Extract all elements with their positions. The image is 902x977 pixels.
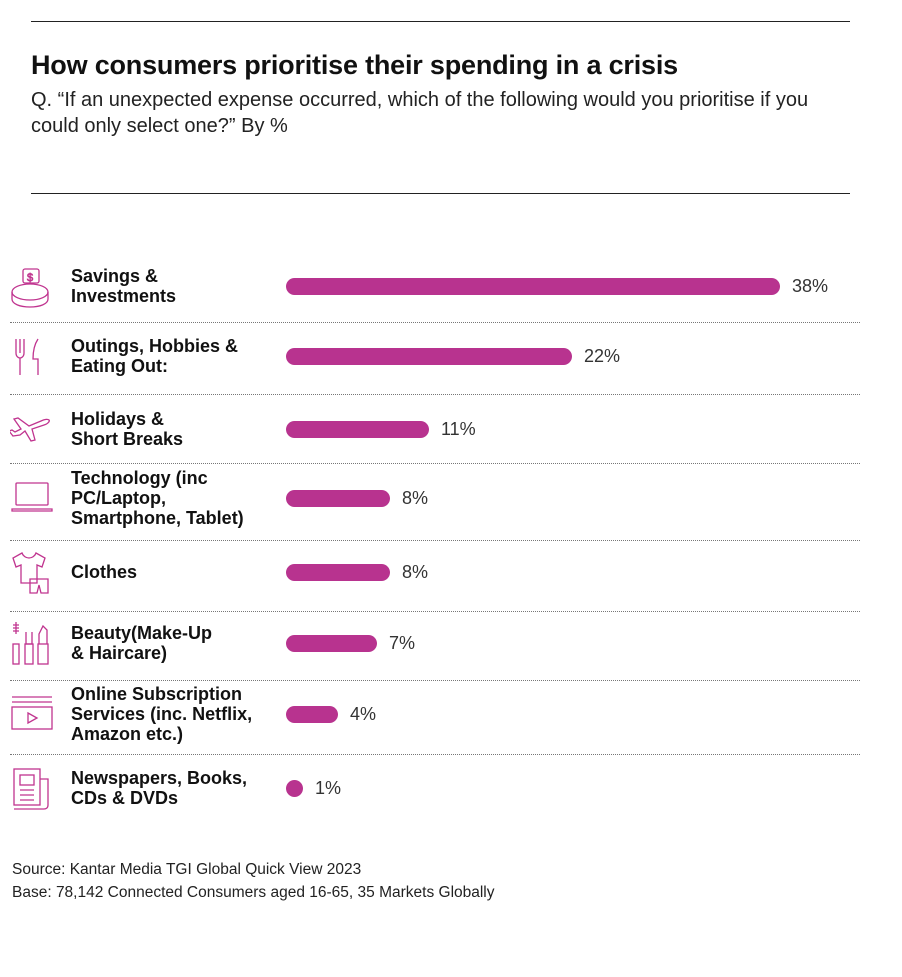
category-label: Beauty(Make-Up & Haircare) bbox=[71, 623, 286, 663]
source-note: Source: Kantar Media TGI Global Quick Vi… bbox=[12, 858, 495, 904]
bar-mark bbox=[286, 277, 780, 295]
bar-mark bbox=[286, 347, 572, 365]
category-label-line: Investments bbox=[71, 286, 177, 306]
value-label: 7% bbox=[389, 633, 416, 653]
category-label-line: Clothes bbox=[71, 562, 138, 582]
top-rule bbox=[31, 21, 850, 22]
value-label: 1% bbox=[315, 778, 342, 798]
row-divider bbox=[10, 540, 860, 541]
category-label-line: Smartphone, Tablet) bbox=[71, 508, 244, 528]
category-label: Savings & Investments bbox=[71, 266, 286, 306]
value-label: 11% bbox=[441, 419, 476, 439]
row-divider bbox=[10, 611, 860, 612]
row-divider bbox=[10, 680, 860, 681]
base-line: Base: 78,142 Connected Consumers aged 16… bbox=[12, 884, 495, 901]
value-label: 4% bbox=[350, 704, 377, 724]
category-label: Newspapers, Books, CDs & DVDs bbox=[71, 768, 286, 808]
bar-chart: $ Savings & Investments 38% Outings, Hobbies… bbox=[0, 250, 902, 820]
chart-title: How consumers prioritise their spending … bbox=[31, 50, 678, 80]
category-label-line: & Haircare) bbox=[71, 643, 168, 663]
chart-subtitle: Q. “If an unexpected expense occurred, w… bbox=[31, 89, 809, 137]
bar-mark bbox=[286, 705, 338, 723]
value-label: 8% bbox=[402, 562, 429, 582]
makeup-icon bbox=[10, 620, 56, 666]
bar-mark bbox=[286, 779, 303, 797]
row-divider bbox=[10, 463, 860, 464]
laptop-icon bbox=[10, 475, 56, 521]
row-divider bbox=[10, 754, 860, 755]
category-label: Holidays & Short Breaks bbox=[71, 409, 286, 449]
category-label-line: Beauty(Make-Up bbox=[71, 623, 213, 643]
value-label: 38% bbox=[792, 276, 829, 296]
category-label-line: Online Subscription bbox=[71, 684, 243, 704]
category-label-line: Eating Out: bbox=[71, 356, 168, 376]
row-divider bbox=[10, 322, 860, 323]
category-label-line: Short Breaks bbox=[71, 429, 184, 449]
category-label: Clothes bbox=[71, 562, 286, 582]
source-line: Source: Kantar Media TGI Global Quick Vi… bbox=[12, 861, 362, 878]
category-label: Technology (inc PC/Laptop, Smartphone, Tab… bbox=[71, 468, 286, 528]
bar-mark bbox=[286, 420, 429, 438]
header-bottom-rule bbox=[31, 193, 850, 194]
category-label-line: Technology (inc bbox=[71, 468, 208, 488]
airplane-icon bbox=[7, 406, 56, 452]
bar-mark bbox=[286, 489, 390, 507]
fork-knife-icon bbox=[10, 333, 56, 379]
bar-mark bbox=[286, 563, 390, 581]
category-label: Outings, Hobbies & Eating Out: bbox=[71, 336, 286, 376]
clothes-icon bbox=[10, 549, 56, 595]
row-divider bbox=[10, 394, 860, 395]
category-label-line: Outings, Hobbies & bbox=[71, 336, 239, 356]
svg-text:$: $ bbox=[27, 272, 33, 284]
newspaper-icon bbox=[10, 765, 56, 811]
bar-mark bbox=[286, 634, 377, 652]
savings-coins-icon: $ bbox=[10, 263, 56, 309]
category-label-line: CDs & DVDs bbox=[71, 788, 179, 808]
category-label-line: Savings & bbox=[71, 266, 159, 286]
value-label: 22% bbox=[584, 346, 621, 366]
category-label: Online Subscription Services (inc. Netfli… bbox=[71, 684, 286, 744]
video-play-icon bbox=[10, 691, 56, 737]
category-label-line: PC/Laptop, bbox=[71, 488, 166, 508]
category-label-line: Amazon etc.) bbox=[71, 724, 184, 744]
value-label: 8% bbox=[402, 488, 429, 508]
category-label-line: Holidays & bbox=[71, 409, 165, 429]
category-label-line: Services (inc. Netflix, bbox=[71, 704, 253, 724]
category-label-line: Newspapers, Books, bbox=[71, 768, 248, 788]
